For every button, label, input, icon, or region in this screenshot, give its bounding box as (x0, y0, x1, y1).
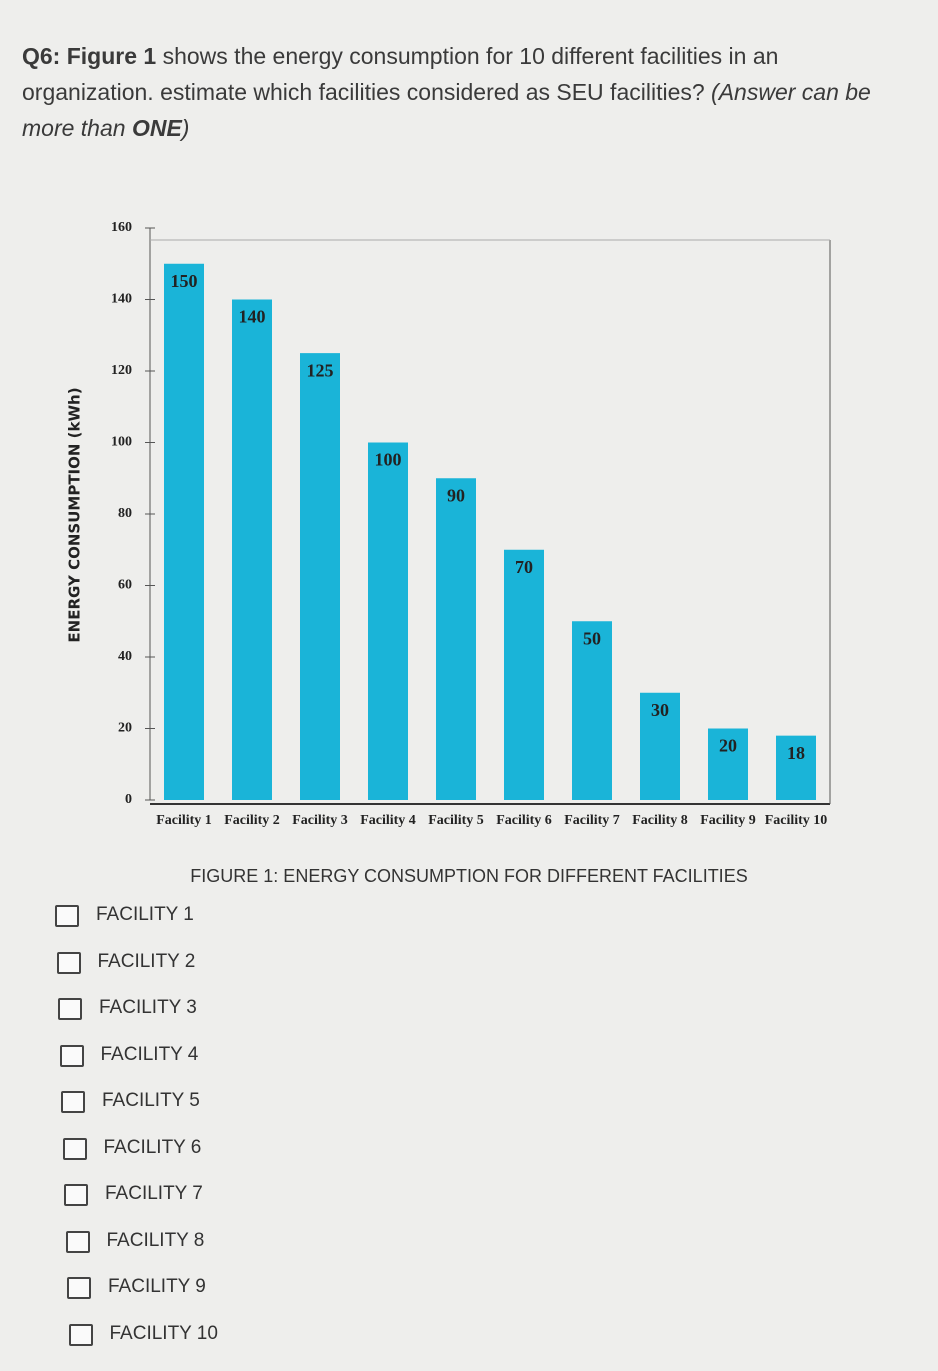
x-tick-label: Facility 7 (564, 813, 620, 828)
question-part: (Answer can be more than (22, 79, 871, 141)
y-tick-label: 160 (111, 220, 132, 235)
x-tick-label: Facility 1 (156, 813, 212, 828)
chart: ENERGY CONSUMPTION (kWh) 0 20 40 60 80 100 120… (66, 220, 831, 807)
bar (300, 353, 340, 800)
value-label: 18 (787, 743, 805, 763)
value-label: 125 (307, 360, 334, 380)
option-label: FACILITY 5 (102, 1090, 200, 1111)
value-label: 100 (375, 450, 402, 470)
y-axis-label: ENERGY CONSUMPTION (kWh) (66, 387, 84, 642)
x-tick-label: Facility 5 (428, 813, 484, 828)
value-label: 50 (583, 628, 601, 648)
checkbox[interactable] (56, 951, 81, 974)
option-label: FACILITY 7 (105, 1183, 203, 1204)
option-label: FACILITY 10 (109, 1322, 218, 1344)
checkbox[interactable] (68, 1323, 93, 1346)
x-tick-label: Facility 8 (632, 813, 688, 828)
x-tick-label: Facility 3 (292, 813, 348, 828)
bar (232, 299, 272, 800)
bar (164, 263, 204, 800)
checkbox[interactable] (62, 1137, 87, 1160)
y-tick-label: 140 (111, 292, 132, 307)
question: Q6: Figure 1 shows the energy consumptio… (22, 38, 912, 146)
bar (436, 478, 476, 800)
question-part: Q6: (22, 43, 67, 69)
bar (572, 621, 612, 800)
value-label: 90 (447, 485, 465, 505)
checkbox[interactable] (64, 1184, 88, 1206)
x-tick-label: Facility 10 (764, 813, 828, 828)
option-label: FACILITY 3 (99, 997, 197, 1018)
checkbox[interactable] (61, 1091, 85, 1113)
question-part: Figure 1 (66, 43, 157, 69)
option-label: FACILITY 2 (97, 950, 196, 972)
option-label: FACILITY 8 (106, 1229, 205, 1251)
y-tick-label: 60 (118, 578, 132, 593)
y-tick-label: 0 (125, 792, 132, 807)
bar (708, 728, 748, 800)
x-tick-label: Facility 9 (700, 813, 756, 828)
y-tick-label: 80 (118, 506, 132, 521)
value-label: 20 (719, 736, 737, 756)
x-tick-label: Facility 2 (224, 813, 280, 828)
option-label: FACILITY 6 (103, 1136, 202, 1158)
x-tick-label: Facility 4 (360, 813, 416, 828)
bar (368, 442, 408, 800)
checkbox[interactable] (55, 905, 79, 927)
question-part: ) (181, 115, 190, 141)
checkbox[interactable] (59, 1044, 84, 1067)
bar (504, 549, 544, 800)
checkbox[interactable] (58, 998, 82, 1020)
checkbox[interactable] (67, 1277, 91, 1299)
value-label: 30 (651, 700, 669, 720)
question-part: shows the energy consumption for 10 diff… (22, 43, 779, 105)
value-label: 70 (515, 557, 533, 577)
option-label: FACILITY 4 (100, 1043, 199, 1065)
question-part: ONE (131, 115, 182, 141)
y-tick-label: 100 (111, 435, 132, 450)
value-label: 140 (239, 307, 266, 327)
x-tick-label: Facility 6 (496, 813, 552, 828)
bar (776, 735, 816, 800)
option-label: FACILITY 9 (108, 1276, 206, 1297)
y-tick-label: 120 (111, 363, 132, 378)
option-label: FACILITY 1 (96, 904, 194, 925)
bar (640, 692, 680, 800)
checkbox[interactable] (65, 1230, 90, 1253)
value-label: 150 (171, 271, 198, 291)
y-tick-label: 40 (118, 649, 132, 664)
y-tick-label: 20 (118, 721, 132, 736)
caption: FIGURE 1: ENERGY CONSUMPTION FOR DIFFERE… (190, 866, 748, 886)
